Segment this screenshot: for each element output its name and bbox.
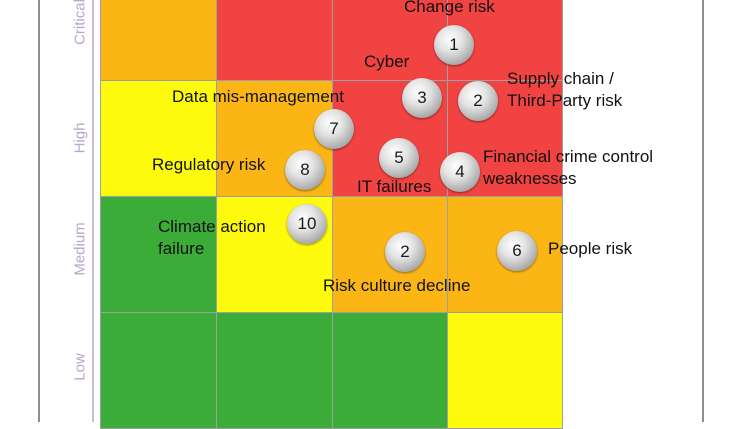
risk-number-marker: 5 [379,138,419,178]
heatmap-cell [101,313,217,429]
risk-label: Regulatory risk [152,155,266,174]
risk-number-marker: 3 [402,78,442,118]
risk-heatmap-grid [100,0,563,429]
heatmap-cell [217,197,333,313]
risk-number-marker: 2 [385,232,425,272]
heatmap-cell [217,0,333,81]
heatmap-cell [333,313,448,429]
risk-label: Change risk [404,0,495,16]
risk-label: People risk [548,239,633,258]
risk-label: Risk culture decline [323,276,471,295]
risk-label: IT failures [357,177,432,196]
heatmap-cell [101,197,217,313]
risk-number-marker: 8 [285,150,325,190]
risk-label: Climate action failure [158,217,266,258]
risk-number-marker: 10 [287,204,327,244]
risk-label: Data mis-management [172,87,344,106]
risk-label: Financial crime control weaknesses [483,147,654,188]
risk-number-marker: 4 [440,152,480,192]
risk-number-marker: 7 [314,109,354,149]
right-frame-border [702,0,704,422]
heatmap-cell [101,81,217,197]
risk-number-marker: 2 [458,81,498,121]
heatmap-cell [448,313,563,429]
risk-label: Supply chain / Third-Party risk [507,69,623,110]
risk-number-marker: 1 [434,25,474,65]
heatmap-cell [448,81,563,197]
y-axis-line [92,0,94,422]
left-frame-border [38,0,40,422]
risk-number-marker: 6 [497,231,537,271]
heatmap-cell [101,0,217,81]
heatmap-cell [333,0,448,81]
risk-label: Cyber [364,52,410,71]
heatmap-cell [217,313,333,429]
